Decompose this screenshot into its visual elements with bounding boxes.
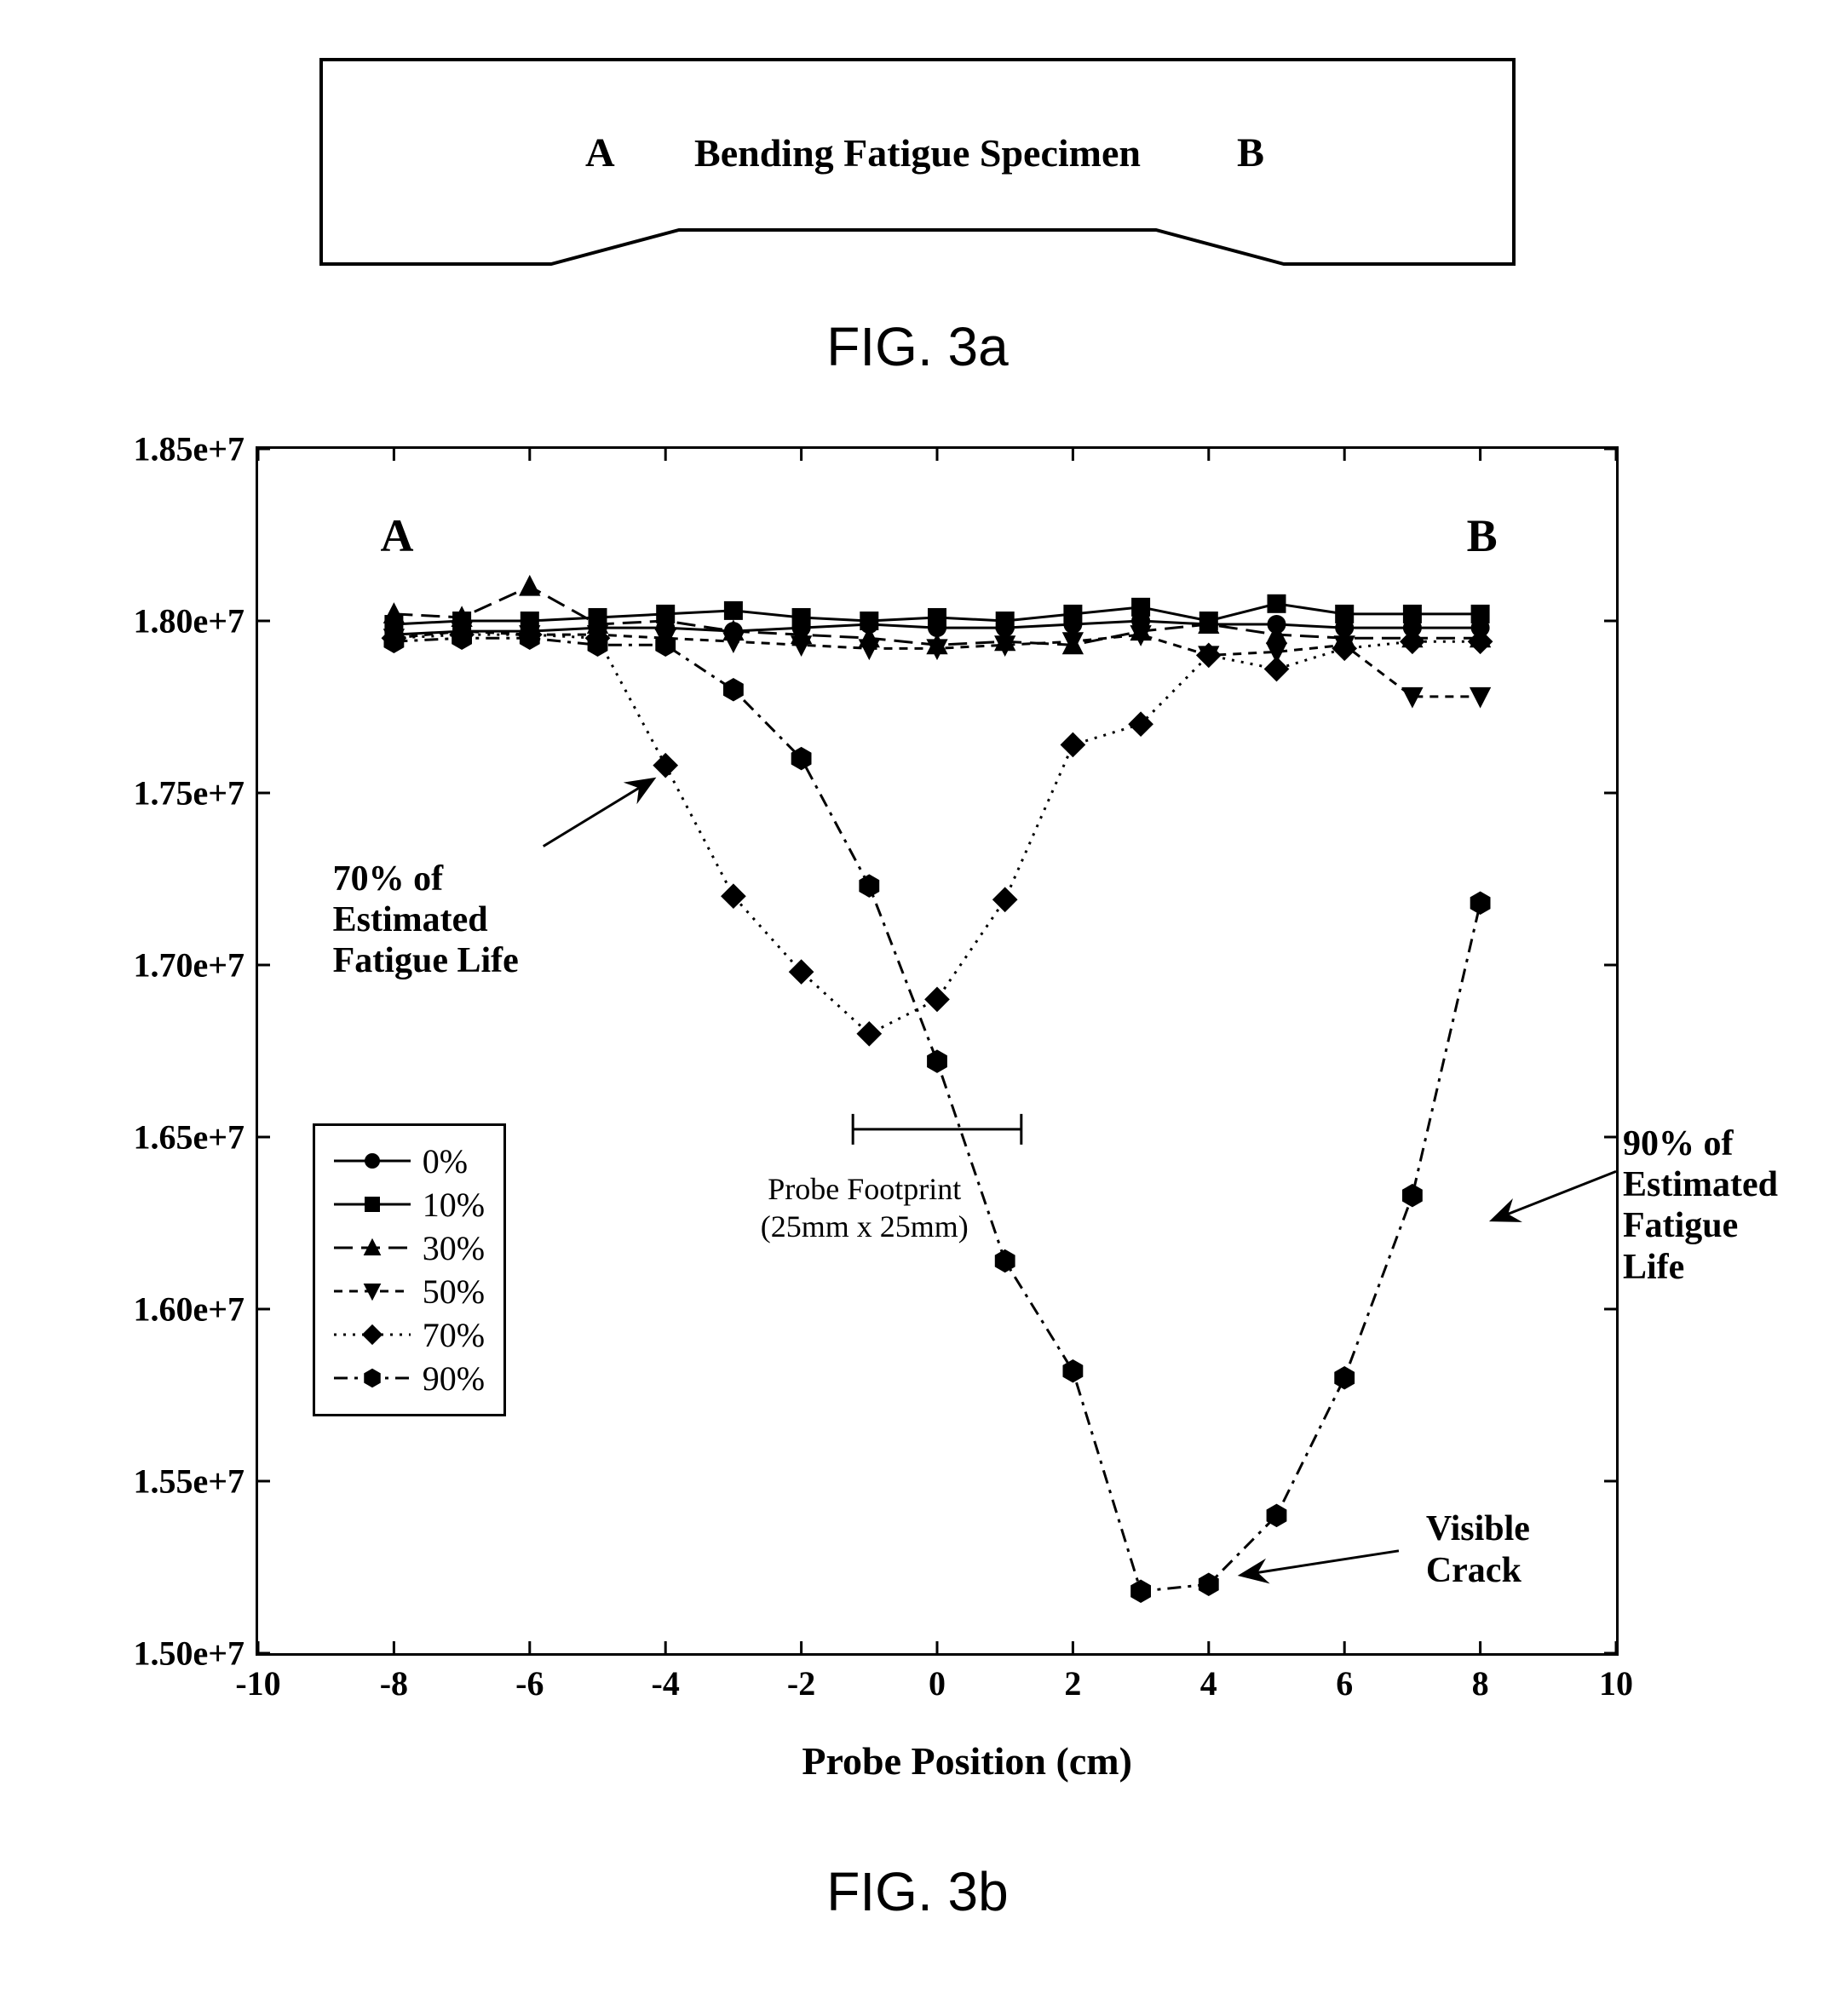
- x-tick-label: 4: [1200, 1663, 1217, 1703]
- x-tick-label: -6: [515, 1663, 544, 1703]
- fig-3b-label: FIG. 3b: [34, 1860, 1801, 1923]
- chart-label-b: B: [1467, 509, 1498, 562]
- legend-item-0%: 0%: [334, 1141, 485, 1181]
- x-tick-label: -4: [652, 1663, 680, 1703]
- y-tick-label: 1.85e+7: [133, 429, 244, 469]
- annotation-probe-footprint: Probe Footprint(25mm x 25mm): [761, 1171, 969, 1244]
- legend-label: 0%: [423, 1141, 468, 1181]
- annotation-90pct: 90% ofEstimatedFatigue Life: [1623, 1123, 1778, 1288]
- chart-label-a: A: [380, 509, 413, 562]
- legend-label: 10%: [423, 1185, 485, 1225]
- legend-label: 90%: [423, 1358, 485, 1399]
- y-tick-label: 1.70e+7: [133, 945, 244, 985]
- x-tick-label: -2: [787, 1663, 815, 1703]
- legend-item-90%: 90%: [334, 1358, 485, 1399]
- y-tick-label: 1.65e+7: [133, 1117, 244, 1157]
- annotation-visible-crack: VisibleCrack: [1426, 1508, 1530, 1591]
- x-tick-label: 6: [1336, 1663, 1353, 1703]
- legend: 0%10%30%50%70%90%: [313, 1123, 506, 1416]
- legend-item-50%: 50%: [334, 1272, 485, 1312]
- legend-label: 50%: [423, 1272, 485, 1312]
- legend-item-30%: 30%: [334, 1228, 485, 1268]
- x-axis-label: Probe Position (cm): [802, 1738, 1132, 1783]
- series-90%: [383, 626, 1490, 1603]
- x-tick-label: 0: [929, 1663, 946, 1703]
- plot-svg: [258, 449, 1616, 1653]
- legend-label: 30%: [423, 1228, 485, 1268]
- specimen-svg: A B Bending Fatigue Specimen: [313, 34, 1522, 290]
- y-tick-label: 1.80e+7: [133, 601, 244, 641]
- annotation-70pct: 70% ofEstimatedFatigue Life: [333, 859, 519, 982]
- legend-label: 70%: [423, 1315, 485, 1355]
- x-tick-label: -8: [380, 1663, 408, 1703]
- conductivity-chart: Normalized MWM Conductivity Measurements…: [34, 429, 1801, 1775]
- x-tick-label: -10: [235, 1663, 280, 1703]
- x-tick-label: 8: [1472, 1663, 1489, 1703]
- plot-area: A B 70% ofEstimatedFatigue Life 90% ofEs…: [256, 446, 1619, 1656]
- legend-item-10%: 10%: [334, 1185, 485, 1225]
- legend-item-70%: 70%: [334, 1315, 485, 1355]
- y-tick-label: 1.60e+7: [133, 1289, 244, 1330]
- y-tick-label: 1.75e+7: [133, 773, 244, 813]
- fig-3a-label: FIG. 3a: [34, 315, 1801, 378]
- y-tick-label: 1.50e+7: [133, 1634, 244, 1674]
- series-70%: [382, 622, 1493, 1046]
- x-tick-label: 10: [1599, 1663, 1633, 1703]
- y-tick-label: 1.55e+7: [133, 1462, 244, 1502]
- x-tick-label: 2: [1064, 1663, 1081, 1703]
- specimen-title: Bending Fatigue Specimen: [694, 131, 1141, 175]
- specimen-label-b: B: [1237, 130, 1264, 175]
- specimen-diagram: A B Bending Fatigue Specimen: [313, 34, 1522, 290]
- specimen-label-a: A: [585, 130, 615, 175]
